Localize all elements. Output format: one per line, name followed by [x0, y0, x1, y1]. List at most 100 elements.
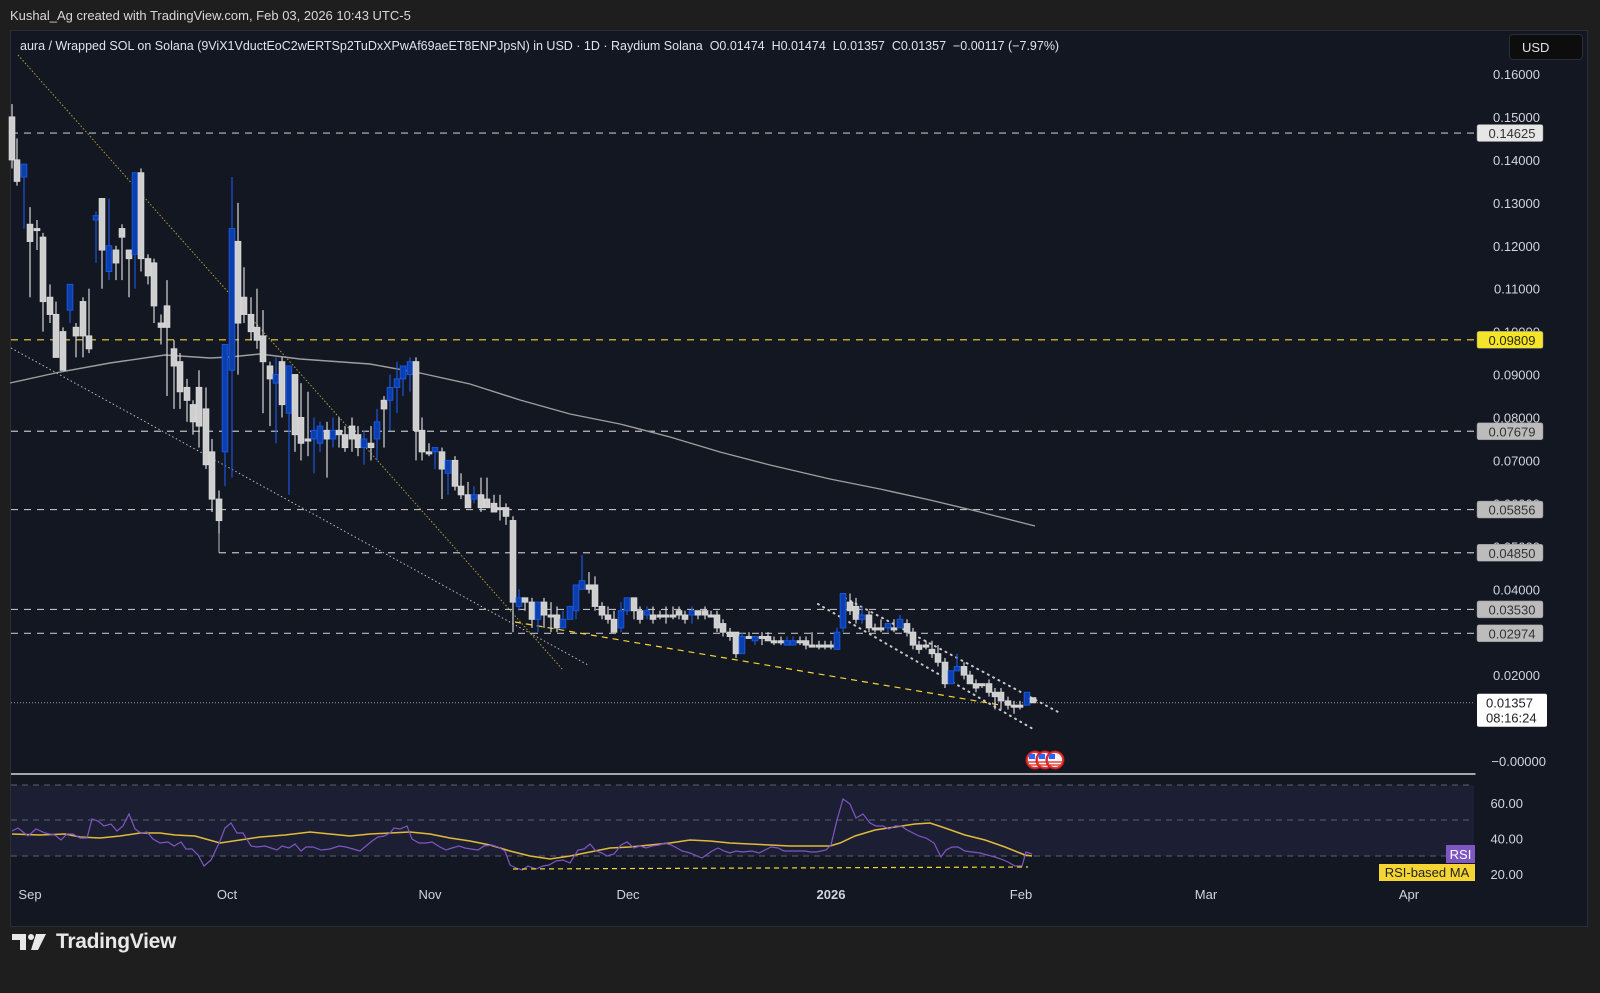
- candle[interactable]: [591, 584, 599, 607]
- candle[interactable]: [464, 494, 472, 509]
- candle[interactable]: [572, 584, 580, 612]
- candle[interactable]: [922, 644, 930, 648]
- level-price-tag[interactable]: 0.05856: [1476, 500, 1544, 519]
- candle[interactable]: [521, 597, 529, 603]
- candle[interactable]: [85, 335, 93, 350]
- candle[interactable]: [738, 635, 746, 655]
- candle[interactable]: [221, 344, 229, 453]
- candle[interactable]: [341, 434, 349, 449]
- candle[interactable]: [997, 691, 1005, 702]
- candle[interactable]: [72, 326, 80, 337]
- candle[interactable]: [534, 601, 542, 620]
- candle[interactable]: [877, 627, 885, 631]
- candle[interactable]: [585, 584, 593, 590]
- candle[interactable]: [297, 417, 305, 444]
- candle[interactable]: [137, 172, 145, 260]
- candle[interactable]: [490, 502, 498, 513]
- candle[interactable]: [253, 326, 261, 341]
- candle[interactable]: [310, 429, 318, 440]
- candle[interactable]: [438, 451, 446, 470]
- candle[interactable]: [215, 498, 223, 522]
- candle[interactable]: [953, 666, 961, 672]
- candle[interactable]: [1029, 697, 1037, 704]
- candle[interactable]: [8, 116, 16, 161]
- candle[interactable]: [915, 644, 923, 650]
- candle[interactable]: [991, 691, 999, 698]
- candle[interactable]: [444, 459, 452, 474]
- candle[interactable]: [559, 618, 567, 629]
- symbol-title[interactable]: aura / Wrapped SOL on Solana (9ViX1Vduct…: [20, 39, 703, 53]
- candle[interactable]: [669, 614, 677, 618]
- candle[interactable]: [354, 434, 362, 449]
- candle[interactable]: [247, 313, 255, 333]
- candle[interactable]: [947, 670, 955, 685]
- candle[interactable]: [890, 627, 898, 631]
- candle[interactable]: [125, 249, 133, 260]
- candle[interactable]: [656, 614, 664, 618]
- candle[interactable]: [1004, 700, 1012, 706]
- candle[interactable]: [636, 610, 644, 620]
- candle[interactable]: [777, 640, 785, 644]
- candle[interactable]: [163, 305, 171, 328]
- candle[interactable]: [675, 610, 683, 616]
- candle[interactable]: [547, 614, 555, 618]
- candle[interactable]: [20, 163, 28, 178]
- candle[interactable]: [335, 429, 343, 436]
- yellow-trendline[interactable]: [17, 54, 564, 671]
- level-price-tag[interactable]: 0.02974: [1476, 624, 1544, 643]
- candle[interactable]: [802, 640, 810, 646]
- candle[interactable]: [360, 438, 368, 449]
- candle[interactable]: [701, 610, 709, 616]
- candle[interactable]: [934, 653, 942, 663]
- candle[interactable]: [789, 640, 797, 646]
- candle[interactable]: [515, 597, 523, 607]
- candle[interactable]: [528, 601, 536, 620]
- candle[interactable]: [758, 635, 766, 639]
- candle[interactable]: [726, 631, 734, 637]
- channel-lower[interactable]: [817, 603, 1034, 730]
- candle[interactable]: [846, 601, 854, 612]
- candle[interactable]: [348, 425, 356, 440]
- rsi-label-tag[interactable]: RSI: [1446, 845, 1475, 863]
- candle[interactable]: [852, 605, 860, 620]
- candle[interactable]: [871, 627, 879, 631]
- candle[interactable]: [26, 223, 34, 242]
- candle[interactable]: [272, 374, 280, 384]
- white-trendline[interactable]: [10, 347, 589, 666]
- candle[interactable]: [502, 507, 510, 517]
- candle[interactable]: [884, 623, 892, 629]
- candle[interactable]: [566, 605, 574, 620]
- candle[interactable]: [833, 631, 841, 650]
- candle[interactable]: [406, 361, 414, 376]
- candle[interactable]: [707, 614, 715, 618]
- candle[interactable]: [649, 614, 657, 620]
- candle[interactable]: [195, 386, 203, 427]
- candle[interactable]: [425, 451, 433, 455]
- candle[interactable]: [1010, 704, 1018, 708]
- candle[interactable]: [617, 610, 625, 629]
- candle[interactable]: [909, 631, 917, 646]
- candle[interactable]: [373, 421, 381, 440]
- candle[interactable]: [52, 313, 60, 358]
- candle[interactable]: [380, 399, 388, 410]
- candle[interactable]: [966, 674, 974, 685]
- candle[interactable]: [719, 623, 727, 633]
- candle[interactable]: [985, 683, 993, 693]
- candle[interactable]: [928, 648, 936, 655]
- candle[interactable]: [131, 172, 139, 255]
- candle[interactable]: [59, 331, 67, 371]
- candle[interactable]: [386, 386, 394, 401]
- rsi-ma-label-tag[interactable]: RSI-based MA: [1379, 864, 1475, 881]
- candle[interactable]: [941, 661, 949, 685]
- candle[interactable]: [79, 301, 87, 337]
- candle[interactable]: [1023, 691, 1031, 706]
- candle[interactable]: [815, 644, 823, 648]
- candle[interactable]: [604, 614, 612, 620]
- candle[interactable]: [451, 459, 459, 487]
- candle[interactable]: [208, 451, 216, 500]
- candle[interactable]: [745, 635, 753, 639]
- candle[interactable]: [234, 240, 242, 324]
- candle[interactable]: [540, 601, 548, 616]
- candle[interactable]: [827, 644, 835, 648]
